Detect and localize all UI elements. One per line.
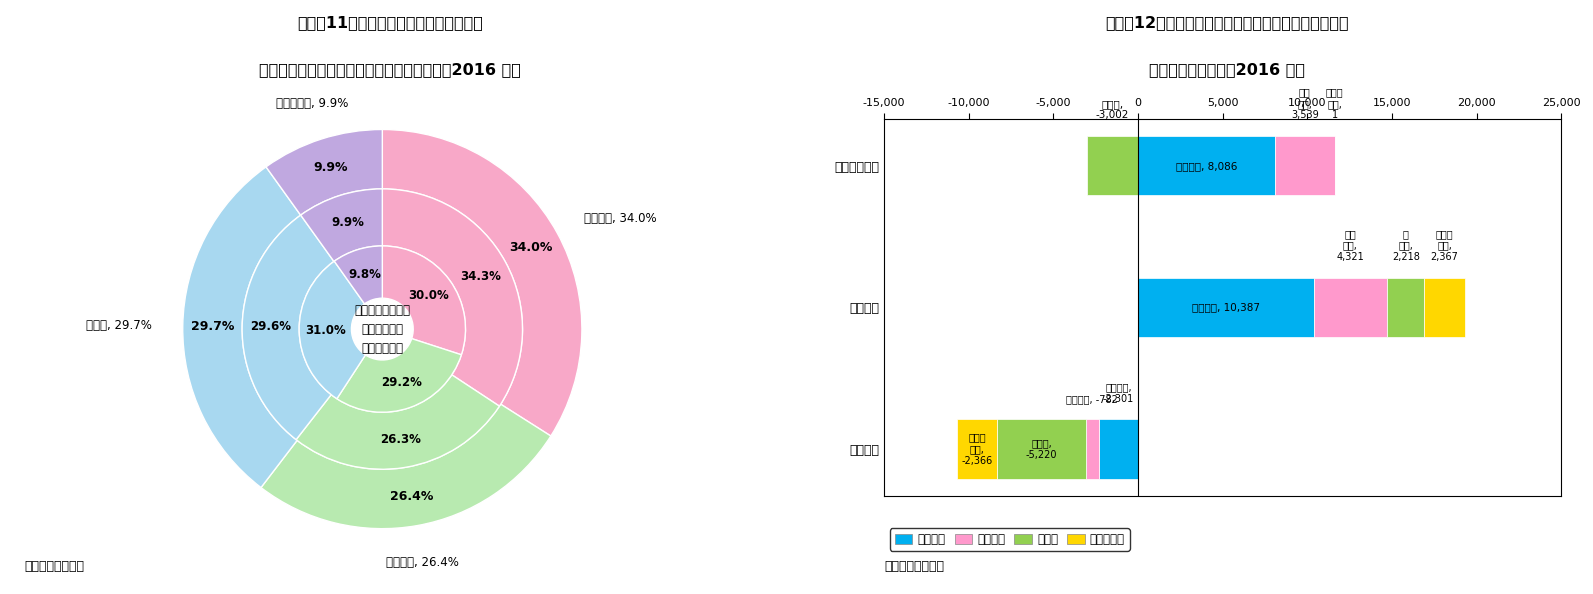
Text: 外：賃貸可能面積
中：賃貸面積
内：空室面積: 外：賃貸可能面積 中：賃貸面積 内：空室面積 [354,304,411,355]
Text: （出所）三鬼商事: （出所）三鬼商事 [884,560,945,573]
Wedge shape [382,189,523,406]
Text: 31.0%: 31.0% [304,324,346,337]
Text: 丸の内地区, 9.9%: 丸の内地区, 9.9% [276,97,347,110]
Text: 30.0%: 30.0% [408,289,449,302]
Bar [1137,136,1274,195]
Text: 図表－11　名古屋ビジネス地区の地区別: 図表－11 名古屋ビジネス地区の地区別 [298,15,483,30]
Wedge shape [242,215,335,440]
Text: 栄
地区,
2,218: 栄 地区, 2,218 [1392,229,1419,262]
Text: 栄地区,
-3,002: 栄地区, -3,002 [1096,99,1129,121]
Bar [1388,277,1424,337]
Wedge shape [301,189,382,261]
Text: 29.6%: 29.6% [250,320,292,333]
Text: 29.2%: 29.2% [381,377,422,389]
Text: 丸の内
地区,
2,367: 丸の内 地区, 2,367 [1431,229,1459,262]
Text: 栄地区, 29.7%: 栄地区, 29.7% [86,319,151,332]
Text: 伏見地区, -782: 伏見地区, -782 [1066,394,1118,404]
Bar [1424,277,1464,337]
Text: 26.3%: 26.3% [381,433,421,446]
Text: （出所）三鬼商事: （出所）三鬼商事 [24,560,84,573]
Text: 栄地区,
-5,220: 栄地区, -5,220 [1026,438,1058,460]
Wedge shape [299,261,365,399]
Bar [1314,277,1388,337]
Wedge shape [382,246,465,355]
Text: 丸の内
地区,
1: 丸の内 地区, 1 [1325,87,1343,121]
Bar [1274,136,1335,195]
Bar [1099,419,1137,479]
Wedge shape [183,167,301,488]
Text: 丸の内
地区,
-2,366: 丸の内 地区, -2,366 [962,432,992,466]
Text: 伏見
地区,
4,321: 伏見 地区, 4,321 [1337,229,1364,262]
Text: 面積増加分（坪）（2016 年）: 面積増加分（坪）（2016 年） [1149,62,1305,77]
Text: 26.4%: 26.4% [390,490,433,503]
Text: 34.0%: 34.0% [510,241,553,254]
Wedge shape [335,246,382,304]
Wedge shape [261,404,551,529]
Text: 名駅地区,
-2,301: 名駅地区, -2,301 [1102,382,1134,404]
Legend: 名駅地区, 伏見地区, 栄地区, 丸の内地区: 名駅地区, 伏見地区, 栄地区, 丸の内地区 [890,528,1129,551]
Text: 名駅地区, 10,387: 名駅地区, 10,387 [1192,302,1260,312]
Bar [1086,136,1137,195]
Text: 9.9%: 9.9% [314,161,347,174]
Text: 賃貸可能面積・賃貸面積・空室面積構成比（2016 年）: 賃貸可能面積・賃貸面積・空室面積構成比（2016 年） [260,62,521,77]
Text: 34.3%: 34.3% [460,270,502,283]
Text: 図表－12　名古屋ビジネス地区の地区別オフィス需給: 図表－12 名古屋ビジネス地区の地区別オフィス需給 [1106,15,1348,30]
Bar [957,419,997,479]
Text: 9.8%: 9.8% [349,268,381,281]
Wedge shape [382,129,581,436]
Text: 名駅地区, 34.0%: 名駅地区, 34.0% [585,211,656,225]
Wedge shape [296,375,500,469]
Text: 名駅地区, 8,086: 名駅地区, 8,086 [1176,161,1238,170]
Bar [1086,419,1099,479]
Text: 29.7%: 29.7% [191,320,234,333]
Bar [1137,277,1314,337]
Bar [997,419,1086,479]
Text: 9.9%: 9.9% [331,216,365,229]
Text: 伏見
地区,
3,539: 伏見 地区, 3,539 [1290,87,1319,121]
Wedge shape [266,129,382,215]
Text: 伏見地区, 26.4%: 伏見地区, 26.4% [386,556,459,569]
Wedge shape [336,339,462,412]
